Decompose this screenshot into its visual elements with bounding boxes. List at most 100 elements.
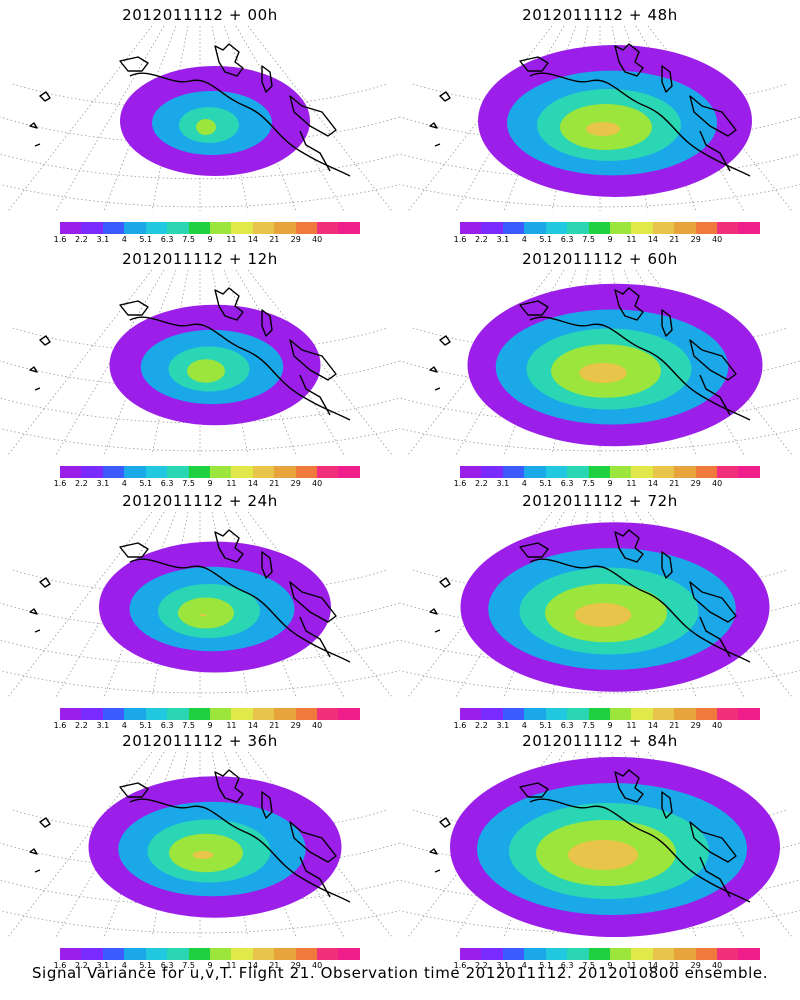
polar-map (400, 512, 800, 698)
colorbar-swatch (481, 466, 503, 478)
colorbar-swatch (60, 466, 82, 478)
colorbar-swatch (60, 708, 82, 720)
panel-title: 2012011112 + 72h (522, 492, 678, 510)
colorbar-tick-label: 6.3 (160, 479, 174, 488)
colorbar-swatch (609, 948, 632, 960)
variance-field (478, 45, 752, 197)
colorbar-swatch (524, 466, 546, 478)
colorbar-swatch (717, 948, 739, 960)
colorbar-tick-label: 29 (290, 961, 301, 970)
colorbar-swatch (231, 948, 253, 960)
colorbar-tick-label: 6.3 (160, 961, 174, 970)
colorbar-tick-label: 3.1 (496, 479, 510, 488)
colorbar-tick-label: 3.1 (496, 235, 510, 244)
colorbar-swatch (209, 466, 232, 478)
colorbar-tick-label: 40 (712, 721, 723, 730)
colorbar-swatch (652, 222, 675, 234)
colorbar-swatch (81, 222, 103, 234)
colorbar-swatch (145, 708, 168, 720)
colorbar-swatch (252, 222, 275, 234)
contour-band (178, 597, 234, 629)
colorbar-tick-label: 2.2 (75, 479, 88, 488)
map-panel: 2012011112 + 60h 1.6 2.2 3.1 4 5.1 6.3 7.5 9 11 14… (400, 244, 800, 492)
colorbar-swatch (274, 222, 296, 234)
colorbar (460, 948, 760, 960)
colorbar-tick-label: 11 (626, 721, 637, 730)
colorbar-tick-label: 14 (247, 721, 258, 730)
colorbar-swatch (209, 948, 232, 960)
colorbar-swatch (317, 948, 339, 960)
contour-band (199, 614, 207, 616)
colorbar-swatch (124, 222, 146, 234)
contour-band (192, 851, 214, 859)
colorbar-swatch (317, 708, 339, 720)
colorbar-swatch (631, 222, 653, 234)
colorbar-tick-label: 11 (226, 479, 237, 488)
colorbar-swatch (167, 466, 189, 478)
colorbar-swatch (231, 466, 253, 478)
colorbar-tick-label: 7.5 (582, 479, 595, 488)
colorbar-tick-label: 7.5 (582, 961, 595, 970)
colorbar-tick-label: 40 (712, 961, 723, 970)
colorbar-tick-label: 9 (207, 721, 213, 730)
colorbar-tick-label: 5.1 (139, 721, 153, 730)
colorbar-swatch (209, 708, 232, 720)
polar-map (0, 512, 400, 698)
colorbar-tick-label: 3.1 (496, 961, 510, 970)
colorbar-tick-label: 2.2 (75, 721, 88, 730)
variance-field (109, 304, 321, 426)
colorbar-swatch (274, 708, 296, 720)
map-panel: 2012011112 + 84h 1.6 2.2 3.1 4 5.1 6.3 7.5 9 11 14… (400, 726, 800, 974)
colorbar-tick-label: 21 (269, 961, 280, 970)
colorbar-tick-label: 9 (207, 961, 213, 970)
colorbar-tick-label: 14 (647, 961, 658, 970)
colorbar-swatch (295, 708, 318, 720)
colorbar-swatch (652, 708, 675, 720)
colorbar-tick-label: 40 (312, 235, 323, 244)
colorbar-tick-label: 9 (607, 479, 613, 488)
colorbar (60, 222, 360, 234)
colorbar-tick-label: 2.2 (475, 479, 488, 488)
colorbar-swatch (524, 948, 546, 960)
colorbar-swatch (295, 466, 318, 478)
colorbar-swatch (567, 948, 589, 960)
map-panel: 2012011112 + 48h 1.6 2.2 3.1 4 5.1 6.3 7.5 9 11 14… (400, 0, 800, 248)
colorbar-swatch (338, 708, 360, 720)
colorbar-swatch (231, 708, 253, 720)
colorbar-tick-label: 4 (521, 961, 527, 970)
colorbar-tick-label: 40 (712, 235, 723, 244)
polar-map (400, 26, 800, 212)
colorbar-tick-label: 1.6 (453, 721, 467, 730)
colorbar-swatch (652, 948, 675, 960)
colorbar-tick-label: 11 (626, 235, 637, 244)
colorbar-swatch (717, 466, 739, 478)
colorbar-tick-label: 6.3 (160, 235, 174, 244)
colorbar-swatch (124, 948, 146, 960)
colorbar-swatch (145, 222, 168, 234)
colorbar-swatch (588, 708, 610, 720)
coastlines (29, 529, 351, 663)
colorbar-ticks: 1.6 2.2 3.1 4 5.1 6.3 7.5 9 11 14 21 29 40 (453, 235, 761, 247)
coastlines (429, 287, 751, 421)
colorbar-tick-label: 3.1 (96, 235, 110, 244)
colorbar-swatch (717, 222, 739, 234)
colorbar-swatch (188, 948, 210, 960)
colorbar-tick-label: 1.6 (453, 235, 467, 244)
colorbar-swatch (338, 466, 360, 478)
colorbar-tick-label: 1.6 (53, 961, 67, 970)
colorbar-tick-label: 7.5 (182, 721, 195, 730)
colorbar-tick-label: 5.1 (139, 961, 153, 970)
colorbar (460, 708, 760, 720)
colorbar-swatch (609, 222, 632, 234)
polar-map (400, 752, 800, 938)
figure-caption: Signal Variance for u,v,T. Flight 21. Ob… (31, 964, 769, 982)
colorbar-swatch (502, 948, 525, 960)
colorbar-tick-label: 7.5 (582, 721, 595, 730)
panel-title: 2012011112 + 36h (122, 732, 278, 750)
colorbar-swatch (738, 948, 760, 960)
colorbar-swatch (102, 948, 125, 960)
colorbar-ticks: 1.6 2.2 3.1 4 5.1 6.3 7.5 9 11 14 21 29 40 (53, 961, 361, 973)
contour-band (574, 603, 632, 627)
colorbar-tick-label: 40 (312, 721, 323, 730)
